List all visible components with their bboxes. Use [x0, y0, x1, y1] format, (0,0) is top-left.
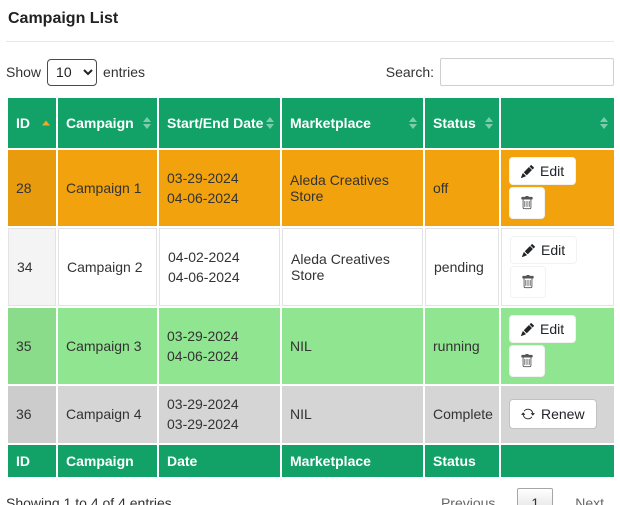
end-date: 04-06-2024 — [167, 188, 272, 208]
column-header-actions[interactable] — [501, 98, 614, 148]
column-header-label: ID — [16, 115, 30, 131]
page-length-control: Show 10 entries — [6, 59, 145, 86]
sort-both-icon — [600, 117, 608, 129]
cell-status: running — [425, 308, 499, 384]
column-header-label: Status — [433, 115, 476, 131]
column-header-status[interactable]: Status — [425, 98, 499, 148]
end-date: 04-06-2024 — [167, 346, 272, 366]
trash-icon — [521, 275, 535, 289]
cell-campaign: Campaign 4 — [58, 386, 157, 443]
edit-button-label: Edit — [541, 242, 565, 258]
table-row: 35 Campaign 3 03-29-2024 04-06-2024 NIL … — [8, 308, 614, 384]
start-date: 04-02-2024 — [168, 247, 271, 267]
column-header-label: Marketplace — [290, 115, 371, 131]
cell-status: Complete — [425, 386, 499, 443]
column-header-date[interactable]: Start/End Date — [159, 98, 280, 148]
trash-icon — [520, 196, 534, 210]
cell-marketplace: NIL — [282, 386, 423, 443]
sort-both-icon — [409, 117, 417, 129]
footer-header-status: Status — [425, 445, 499, 477]
show-label: Show — [6, 64, 41, 80]
cell-campaign: Campaign 1 — [58, 150, 157, 226]
sort-both-icon — [485, 117, 493, 129]
footer-header-actions — [501, 445, 614, 477]
search-control: Search: — [386, 58, 614, 86]
edit-button[interactable]: Edit — [509, 315, 576, 343]
cell-date: 03-29-2024 04-06-2024 — [159, 308, 280, 384]
footer-header-date: Date — [159, 445, 280, 477]
table-bottom-bar: Showing 1 to 4 of 4 entries Previous 1 N… — [6, 488, 614, 505]
pagination-page-1[interactable]: 1 — [517, 488, 553, 505]
edit-button[interactable]: Edit — [510, 236, 577, 264]
cell-marketplace: NIL — [282, 308, 423, 384]
cell-id: 36 — [8, 386, 56, 443]
renew-button[interactable]: Renew — [509, 399, 597, 429]
renew-button-label: Renew — [541, 406, 585, 422]
table-footer-row: ID Campaign Date Marketplace Status — [8, 445, 614, 477]
column-header-id[interactable]: ID — [8, 98, 56, 148]
cell-marketplace: Aleda Creatives Store — [282, 228, 423, 306]
title-divider — [6, 41, 614, 42]
search-label: Search: — [386, 64, 434, 80]
start-date: 03-29-2024 — [167, 394, 272, 414]
column-header-label: Campaign — [66, 115, 134, 131]
start-date: 03-29-2024 — [167, 168, 272, 188]
pagination: Previous 1 Next — [431, 488, 614, 505]
footer-header-marketplace: Marketplace — [282, 445, 423, 477]
cell-campaign: Campaign 2 — [58, 228, 157, 306]
entries-label: entries — [103, 64, 145, 80]
delete-button[interactable] — [509, 187, 545, 219]
sort-both-icon — [143, 117, 151, 129]
start-date: 03-29-2024 — [167, 326, 272, 346]
page-title: Campaign List — [8, 10, 612, 28]
cell-date: 03-29-2024 04-06-2024 — [159, 150, 280, 226]
column-header-campaign[interactable]: Campaign — [58, 98, 157, 148]
edit-button-label: Edit — [540, 163, 564, 179]
cell-date: 04-02-2024 04-06-2024 — [159, 228, 280, 306]
cell-actions: Edit — [501, 228, 614, 306]
column-header-marketplace[interactable]: Marketplace — [282, 98, 423, 148]
pencil-icon — [521, 165, 534, 178]
column-header-label: Start/End Date — [167, 115, 263, 131]
cell-actions: Edit — [501, 150, 614, 226]
pencil-icon — [522, 244, 535, 257]
campaign-table: ID Campaign Start/End Date Marketplace S… — [6, 96, 616, 479]
table-info: Showing 1 to 4 of 4 entries — [6, 495, 172, 505]
page-length-select[interactable]: 10 — [47, 59, 97, 86]
cell-actions: Renew — [501, 386, 614, 443]
end-date: 04-06-2024 — [168, 267, 271, 287]
delete-button[interactable] — [510, 266, 546, 298]
table-toolbar: Show 10 entries Search: — [6, 58, 614, 86]
trash-icon — [520, 354, 534, 368]
delete-button[interactable] — [509, 345, 545, 377]
cell-actions: Edit — [501, 308, 614, 384]
sort-both-icon — [266, 117, 274, 129]
table-row: 34 Campaign 2 04-02-2024 04-06-2024 Aled… — [8, 228, 614, 306]
cell-date: 03-29-2024 03-29-2024 — [159, 386, 280, 443]
cell-id: 28 — [8, 150, 56, 226]
cell-id: 35 — [8, 308, 56, 384]
sort-asc-icon — [42, 121, 50, 126]
cell-campaign: Campaign 3 — [58, 308, 157, 384]
edit-button[interactable]: Edit — [509, 157, 576, 185]
cell-status: off — [425, 150, 499, 226]
table-header-row: ID Campaign Start/End Date Marketplace S… — [8, 98, 614, 148]
search-input[interactable] — [440, 58, 614, 86]
pagination-next[interactable]: Next — [565, 489, 614, 505]
sync-icon — [521, 407, 535, 421]
pencil-icon — [521, 323, 534, 336]
table-row: 28 Campaign 1 03-29-2024 04-06-2024 Aled… — [8, 150, 614, 226]
table-row: 36 Campaign 4 03-29-2024 03-29-2024 NIL … — [8, 386, 614, 443]
cell-marketplace: Aleda Creatives Store — [282, 150, 423, 226]
end-date: 03-29-2024 — [167, 414, 272, 434]
footer-header-id: ID — [8, 445, 56, 477]
edit-button-label: Edit — [540, 321, 564, 337]
cell-status: pending — [425, 228, 499, 306]
footer-header-campaign: Campaign — [58, 445, 157, 477]
pagination-previous[interactable]: Previous — [431, 489, 505, 505]
cell-id: 34 — [8, 228, 56, 306]
